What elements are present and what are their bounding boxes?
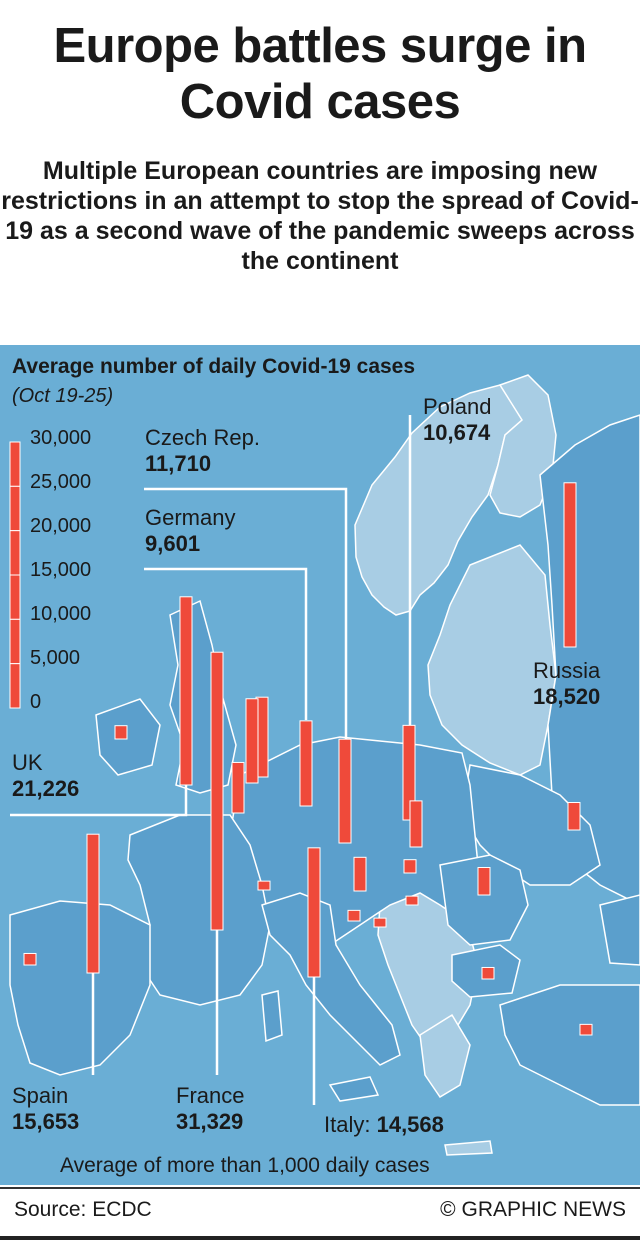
bar-germany [299, 720, 313, 807]
bar-country [23, 952, 37, 966]
label-poland: Poland 10,674 [423, 394, 492, 446]
bar-spain [86, 833, 100, 974]
subheadline: Multiple European countries are imposing… [1, 157, 639, 275]
land-sicily [328, 1076, 380, 1102]
bar-country [114, 725, 128, 740]
country-name: Czech Rep. [145, 425, 260, 450]
chart-title: Average number of daily Covid-19 cases [12, 355, 416, 378]
bar-uk [179, 596, 193, 786]
bar-country [347, 909, 361, 922]
pointer-lines [10, 415, 412, 1105]
scale-segment [9, 441, 21, 487]
chart-date-range: (Oct 19-25) [12, 385, 114, 407]
footer [0, 1187, 640, 1235]
bar-country [477, 867, 491, 896]
scale-tick-label: 10,000 [30, 603, 92, 625]
land-romania [439, 854, 529, 946]
bar-czech-rep [338, 738, 352, 844]
scale-segment [9, 530, 21, 576]
scale-tick-label: 15,000 [30, 559, 92, 581]
bar-russia [563, 482, 577, 648]
source-credit: Source: ECDC [14, 1198, 152, 1221]
country-value: 21,226 [12, 776, 80, 801]
scale-tick-label: 5,000 [30, 647, 81, 669]
country-value: 11,710 [145, 451, 212, 476]
label-italy: Italy: 14,568 [324, 1112, 444, 1138]
country-value: 10,674 [423, 420, 491, 445]
scale-tick-label: 25,000 [30, 471, 92, 493]
bar-italy [307, 847, 321, 978]
bar-country [245, 698, 259, 784]
leader-czech [144, 487, 348, 740]
bar-country [257, 880, 271, 891]
bar-country [481, 966, 495, 980]
scale-tick-label: 30,000 [30, 427, 92, 449]
land-france [127, 814, 271, 1006]
bottom-rule [0, 1236, 640, 1240]
headline: Europe battles surge in Covid cases [53, 19, 587, 129]
country-name: UK [12, 750, 43, 775]
bar-country [373, 917, 387, 928]
country-name: Spain [12, 1083, 69, 1108]
leader-uk [10, 785, 188, 817]
label-spain: Spain 15,653 [12, 1083, 79, 1135]
country-value: 9,601 [145, 531, 201, 556]
country-value: 31,329 [176, 1109, 244, 1134]
country-name: France [176, 1083, 245, 1108]
leader-germany [144, 567, 308, 720]
label-uk: UK 21,226 [12, 750, 79, 802]
publisher-credit: © GRAPHIC NEWS [440, 1198, 626, 1221]
scale-tick-label: 0 [30, 691, 42, 713]
scale-segment [9, 485, 21, 532]
land-finland [489, 374, 557, 518]
bar-country [353, 856, 367, 892]
land-crete [444, 1140, 493, 1156]
country-name: Poland [423, 394, 492, 419]
country-value: 15,653 [12, 1109, 80, 1134]
bar-country [409, 800, 423, 848]
bar-country [231, 761, 245, 814]
scale-tick-label: 20,000 [30, 515, 92, 537]
land-ireland [95, 698, 161, 776]
land-caucasus [599, 894, 640, 966]
land-sardinia [261, 990, 283, 1043]
scale-bar [9, 441, 21, 709]
legend-label: Average of more than 1,000 daily cases [60, 1154, 430, 1177]
bar-country [405, 895, 419, 906]
scale-segment [9, 574, 21, 620]
label-france: France 31,329 [176, 1083, 244, 1135]
map-panel [0, 345, 640, 1185]
scale-segment [9, 618, 21, 665]
country-value: 14,568 [376, 1112, 444, 1137]
label-czech-rep: Czech Rep. 11,710 [145, 425, 260, 477]
bar-poland [402, 724, 416, 821]
land-iberia [9, 900, 151, 1076]
bar-country [579, 1023, 593, 1036]
data-bars [23, 482, 593, 1036]
land-greece [419, 1013, 471, 1099]
land-scandinavia [354, 384, 526, 616]
country-name: Russia [533, 658, 601, 683]
land-turkey [499, 984, 640, 1106]
europe-map [9, 374, 640, 1156]
land-east [427, 544, 557, 776]
country-value: 18,520 [533, 684, 601, 709]
country-name: Italy: [324, 1112, 371, 1137]
bar-country [403, 859, 417, 874]
country-name: Germany [145, 505, 236, 530]
scale-segment [9, 663, 21, 709]
bar-france [210, 651, 224, 931]
label-russia: Russia 18,520 [533, 658, 600, 710]
land-italy [261, 892, 401, 1066]
bar-country [567, 802, 581, 831]
label-germany: Germany 9,601 [145, 505, 235, 557]
legend-swatch [16, 1155, 52, 1177]
